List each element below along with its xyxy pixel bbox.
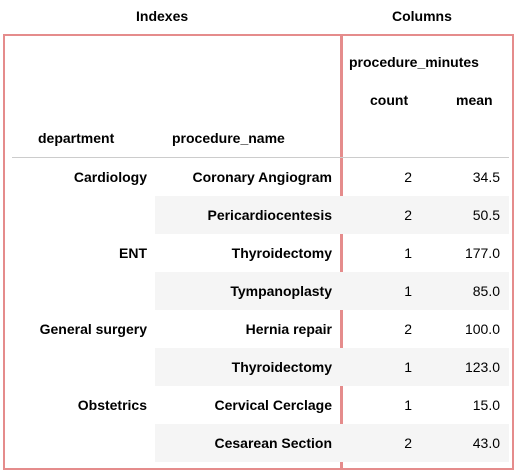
count-cell: 1: [404, 245, 412, 261]
table-row: Thyroidectomy 1 123.0: [0, 348, 517, 386]
department-cell: Obstetrics: [77, 397, 147, 413]
mean-cell: 100.0: [464, 321, 500, 337]
count-cell: 1: [404, 359, 412, 375]
procedure-cell: Thyroidectomy: [231, 245, 332, 261]
procedure-index-header: procedure_name: [172, 130, 285, 146]
count-cell: 2: [404, 169, 412, 185]
mean-cell: 34.5: [472, 169, 500, 185]
indexes-label: Indexes: [136, 8, 189, 24]
columns-highlight-box: [341, 34, 514, 470]
count-cell: 2: [404, 435, 412, 451]
procedure-cell: Hernia repair: [245, 321, 332, 337]
mean-cell: 43.0: [472, 435, 500, 451]
columns-label: Columns: [392, 8, 452, 24]
department-cell: ENT: [119, 245, 147, 261]
count-cell: 2: [404, 207, 412, 223]
mean-cell: 177.0: [464, 245, 500, 261]
table-row: Tympanoplasty 1 85.0: [0, 272, 517, 310]
column-group-header: procedure_minutes: [349, 54, 479, 70]
table-row: Cardiology Coronary Angiogram 2 34.5: [0, 158, 517, 196]
mean-column-header: mean: [456, 92, 493, 108]
count-cell: 1: [404, 283, 412, 299]
mean-cell: 15.0: [472, 397, 500, 413]
department-index-header: department: [38, 130, 115, 146]
table-row: Obstetrics Cervical Cerclage 1 15.0: [0, 386, 517, 424]
procedure-cell: Pericardiocentesis: [207, 207, 332, 223]
mean-cell: 123.0: [464, 359, 500, 375]
department-cell: Cardiology: [73, 169, 147, 185]
table-row: General surgery Hernia repair 2 100.0: [0, 310, 517, 348]
count-cell: 1: [404, 397, 412, 413]
procedure-cell: Tympanoplasty: [230, 283, 332, 299]
table-body: Cardiology Coronary Angiogram 2 34.5 Per…: [0, 158, 517, 462]
table-row: Cesarean Section 2 43.0: [0, 424, 517, 462]
count-column-header: count: [370, 92, 409, 108]
procedure-cell: Coronary Angiogram: [192, 169, 333, 185]
procedure-cell: Thyroidectomy: [231, 359, 332, 375]
mean-cell: 85.0: [472, 283, 500, 299]
mean-cell: 50.5: [472, 207, 500, 223]
procedure-cell: Cervical Cerclage: [214, 397, 332, 413]
table-row: Pericardiocentesis 2 50.5: [0, 196, 517, 234]
header-divider: [12, 157, 509, 158]
department-cell: General surgery: [39, 321, 147, 337]
procedure-cell: Cesarean Section: [214, 435, 333, 451]
count-cell: 2: [404, 321, 412, 337]
table-row: ENT Thyroidectomy 1 177.0: [0, 234, 517, 272]
